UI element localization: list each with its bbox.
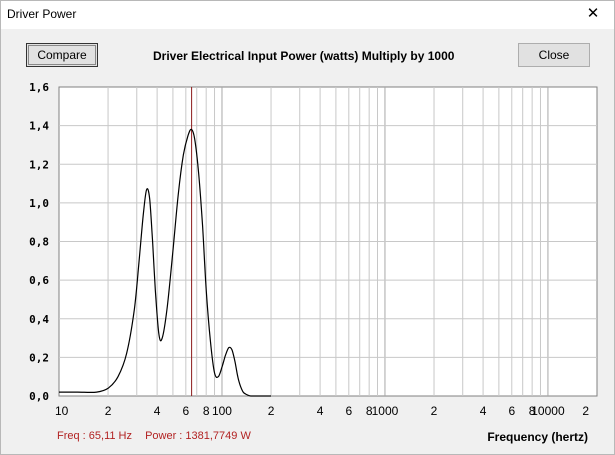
x-tick-label: 10: [55, 404, 69, 418]
x-tick-label: 6: [508, 404, 515, 418]
x-axis-title: Frequency (hertz): [487, 430, 588, 444]
x-tick-label: 6: [182, 404, 189, 418]
x-tick-label: 2: [268, 404, 275, 418]
power-curve: [59, 128, 271, 397]
x-tick-label: 8: [203, 404, 210, 418]
close-icon[interactable]: ✕: [586, 5, 600, 22]
y-tick-label: 1,0: [29, 197, 49, 210]
x-tick-label: 2: [105, 404, 112, 418]
power-readout: Power : 1381,7749 W: [145, 430, 251, 442]
y-tick-labels: 0,0 0,2 0,4 0,6 0,8 1,0 1,2 1,4 1,6: [29, 81, 49, 403]
grid-lines: [59, 87, 597, 396]
y-tick-label: 1,6: [29, 81, 49, 94]
close-button[interactable]: Close: [518, 43, 590, 67]
x-tick-label: 2: [431, 404, 438, 418]
client-area: Compare Driver Electrical Input Power (w…: [1, 29, 614, 454]
x-tick-label: 1000: [372, 404, 399, 418]
y-tick-label: 1,4: [29, 120, 49, 133]
x-tick-label: 10000: [531, 404, 565, 418]
x-tick-label: 4: [317, 404, 324, 418]
freq-readout: Freq : 65,11 Hz: [57, 430, 132, 442]
compare-button[interactable]: Compare: [26, 43, 98, 67]
x-tick-label: 100: [212, 404, 232, 418]
chart-heading: Driver Electrical Input Power (watts) Mu…: [153, 49, 455, 63]
x-tick-label: 4: [154, 404, 161, 418]
y-tick-label: 0,6: [29, 274, 49, 287]
y-tick-label: 0,0: [29, 390, 49, 403]
x-tick-label: 8: [366, 404, 373, 418]
cursor-readout: Freq : 65,11 Hz Power : 1381,7749 W: [57, 430, 261, 442]
x-tick-label: 4: [480, 404, 487, 418]
x-tick-label: 8: [529, 404, 536, 418]
y-tick-label: 0,8: [29, 236, 49, 249]
title-bar: Driver Power ✕: [1, 1, 614, 29]
window-title: Driver Power: [7, 7, 77, 21]
y-tick-label: 1,2: [29, 158, 49, 171]
y-tick-label: 0,4: [29, 313, 49, 326]
x-tick-label: 6: [345, 404, 352, 418]
power-chart[interactable]: 0,00,20,40,60,81,01,21,41,6 10 2 4 6 8 100 2 4 6…: [1, 29, 614, 454]
x-tick-label: 2: [582, 404, 589, 418]
y-tick-label: 0,2: [29, 351, 49, 364]
